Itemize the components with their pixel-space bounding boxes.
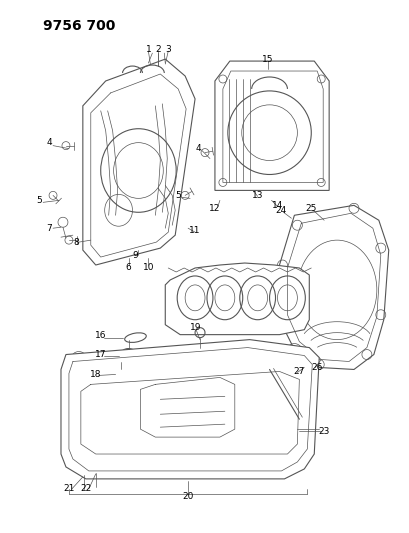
Text: 3: 3 bbox=[165, 45, 171, 54]
Text: 24: 24 bbox=[275, 206, 286, 215]
Text: 11: 11 bbox=[189, 225, 200, 235]
Text: 20: 20 bbox=[182, 492, 193, 502]
Text: 19: 19 bbox=[190, 323, 201, 332]
Text: 15: 15 bbox=[261, 54, 273, 63]
Text: 4: 4 bbox=[195, 144, 200, 153]
Text: 16: 16 bbox=[95, 331, 106, 340]
Text: 17: 17 bbox=[95, 350, 106, 359]
Text: 4: 4 bbox=[46, 138, 52, 147]
Text: 21: 21 bbox=[63, 484, 74, 494]
Text: 23: 23 bbox=[318, 426, 329, 435]
Text: 8: 8 bbox=[73, 238, 79, 247]
Text: 26: 26 bbox=[311, 363, 322, 372]
Text: 5: 5 bbox=[175, 191, 181, 200]
Text: 9756 700: 9756 700 bbox=[43, 19, 115, 33]
Text: 27: 27 bbox=[293, 367, 304, 376]
Polygon shape bbox=[279, 205, 388, 369]
Text: 25: 25 bbox=[305, 204, 316, 213]
Text: 7: 7 bbox=[46, 224, 52, 233]
Text: 9: 9 bbox=[132, 251, 138, 260]
Text: 18: 18 bbox=[90, 370, 101, 379]
Text: 14: 14 bbox=[271, 201, 283, 210]
Ellipse shape bbox=[124, 333, 146, 342]
Text: 22: 22 bbox=[80, 484, 91, 494]
Text: 1: 1 bbox=[145, 45, 151, 54]
Text: 6: 6 bbox=[125, 263, 131, 272]
Polygon shape bbox=[83, 59, 195, 265]
Text: 10: 10 bbox=[142, 263, 154, 272]
Polygon shape bbox=[214, 61, 328, 190]
Text: 5: 5 bbox=[36, 196, 42, 205]
Polygon shape bbox=[165, 263, 308, 335]
Text: 12: 12 bbox=[209, 204, 220, 213]
Polygon shape bbox=[61, 340, 319, 479]
Text: 2: 2 bbox=[155, 45, 161, 54]
Text: 13: 13 bbox=[251, 191, 263, 200]
Polygon shape bbox=[222, 71, 322, 182]
